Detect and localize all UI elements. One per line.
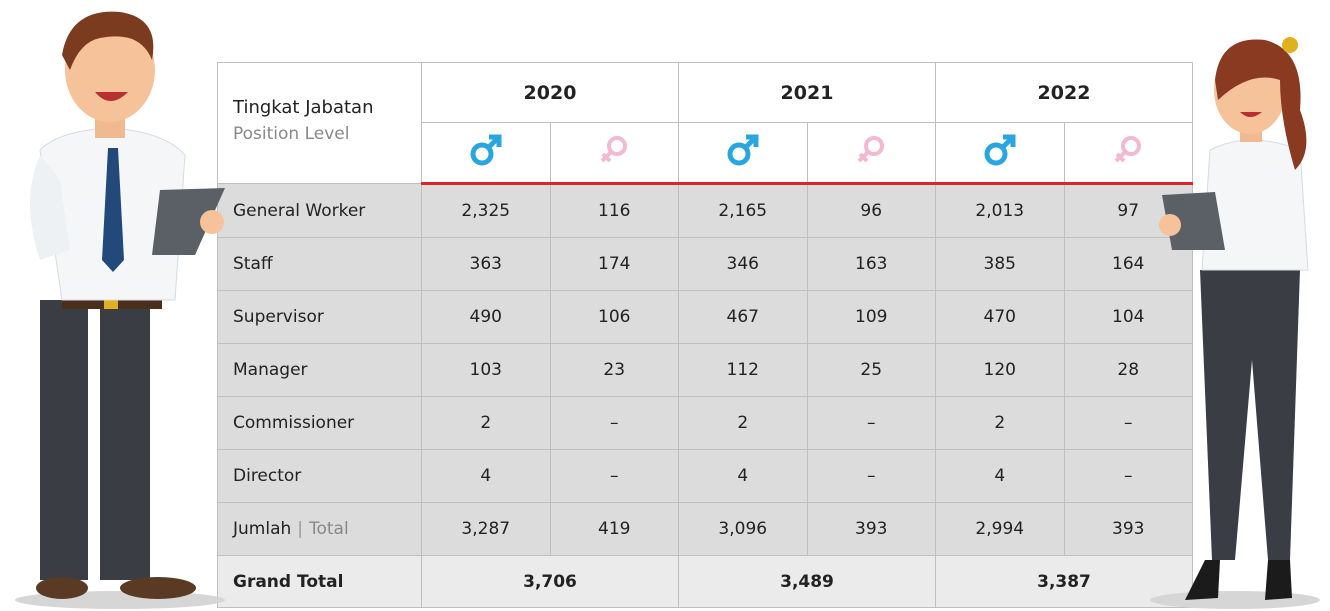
value-cell: 109 — [807, 291, 936, 344]
position-header: Tingkat Jabatan Position Level — [218, 63, 422, 184]
value-cell: 470 — [936, 291, 1065, 344]
male-icon — [726, 133, 760, 167]
value-cell: 116 — [550, 184, 679, 238]
value-cell: 23 — [550, 344, 679, 397]
year-header: 2021 — [679, 63, 936, 123]
position-title: Tingkat Jabatan — [233, 97, 421, 118]
position-subtitle: Position Level — [233, 124, 421, 144]
value-cell: 174 — [550, 238, 679, 291]
grand-total-label: Grand Total — [218, 556, 422, 608]
value-cell: 96 — [807, 184, 936, 238]
header-row: Tingkat Jabatan Position Level 2020 2021… — [218, 63, 1193, 123]
female-icon — [854, 133, 888, 167]
value-cell: 2,165 — [679, 184, 808, 238]
value-cell: 2 — [679, 397, 808, 450]
gender-cell — [936, 123, 1065, 184]
row-label: Staff — [218, 238, 422, 291]
total-cell: 3,096 — [679, 503, 808, 556]
row-label: General Worker — [218, 184, 422, 238]
value-cell: 490 — [422, 291, 551, 344]
value-cell: 163 — [807, 238, 936, 291]
value-cell: – — [550, 450, 679, 503]
year-header: 2020 — [422, 63, 679, 123]
total-separator: | — [297, 519, 303, 539]
value-cell: 2 — [936, 397, 1065, 450]
value-cell: 2 — [422, 397, 551, 450]
value-cell: 2,013 — [936, 184, 1065, 238]
row-label: Commissioner — [218, 397, 422, 450]
total-label: Jumlah | Total — [218, 503, 422, 556]
position-table: Tingkat Jabatan Position Level 2020 2021… — [217, 62, 1193, 608]
total-label-id: Jumlah — [233, 519, 291, 539]
total-cell: 393 — [807, 503, 936, 556]
value-cell: 120 — [936, 344, 1065, 397]
value-cell: – — [550, 397, 679, 450]
value-cell: 103 — [422, 344, 551, 397]
value-cell: 25 — [807, 344, 936, 397]
gender-cell — [807, 123, 936, 184]
total-cell: 3,287 — [422, 503, 551, 556]
row-label: Supervisor — [218, 291, 422, 344]
value-cell: 4 — [936, 450, 1065, 503]
value-cell: 106 — [550, 291, 679, 344]
value-cell: 112 — [679, 344, 808, 397]
value-cell: 385 — [936, 238, 1065, 291]
value-cell: 4 — [422, 450, 551, 503]
gender-cell — [550, 123, 679, 184]
male-icon — [469, 133, 503, 167]
page: Tingkat Jabatan Position Level 2020 2021… — [0, 0, 1330, 611]
total-cell: 419 — [550, 503, 679, 556]
gender-cell — [422, 123, 551, 184]
total-label-en: Total — [309, 519, 349, 539]
row-label: Director — [218, 450, 422, 503]
female-icon — [597, 133, 631, 167]
value-cell: – — [807, 397, 936, 450]
man-illustration — [0, 0, 240, 611]
gender-cell — [679, 123, 808, 184]
value-cell: 4 — [679, 450, 808, 503]
grand-total-cell: 3,706 — [422, 556, 679, 608]
value-cell: 363 — [422, 238, 551, 291]
row-label: Manager — [218, 344, 422, 397]
grand-total-cell: 3,489 — [679, 556, 936, 608]
total-cell: 2,994 — [936, 503, 1065, 556]
value-cell: 467 — [679, 291, 808, 344]
value-cell: 346 — [679, 238, 808, 291]
value-cell: – — [807, 450, 936, 503]
male-icon — [983, 133, 1017, 167]
woman-illustration — [1140, 0, 1330, 611]
value-cell: 2,325 — [422, 184, 551, 238]
